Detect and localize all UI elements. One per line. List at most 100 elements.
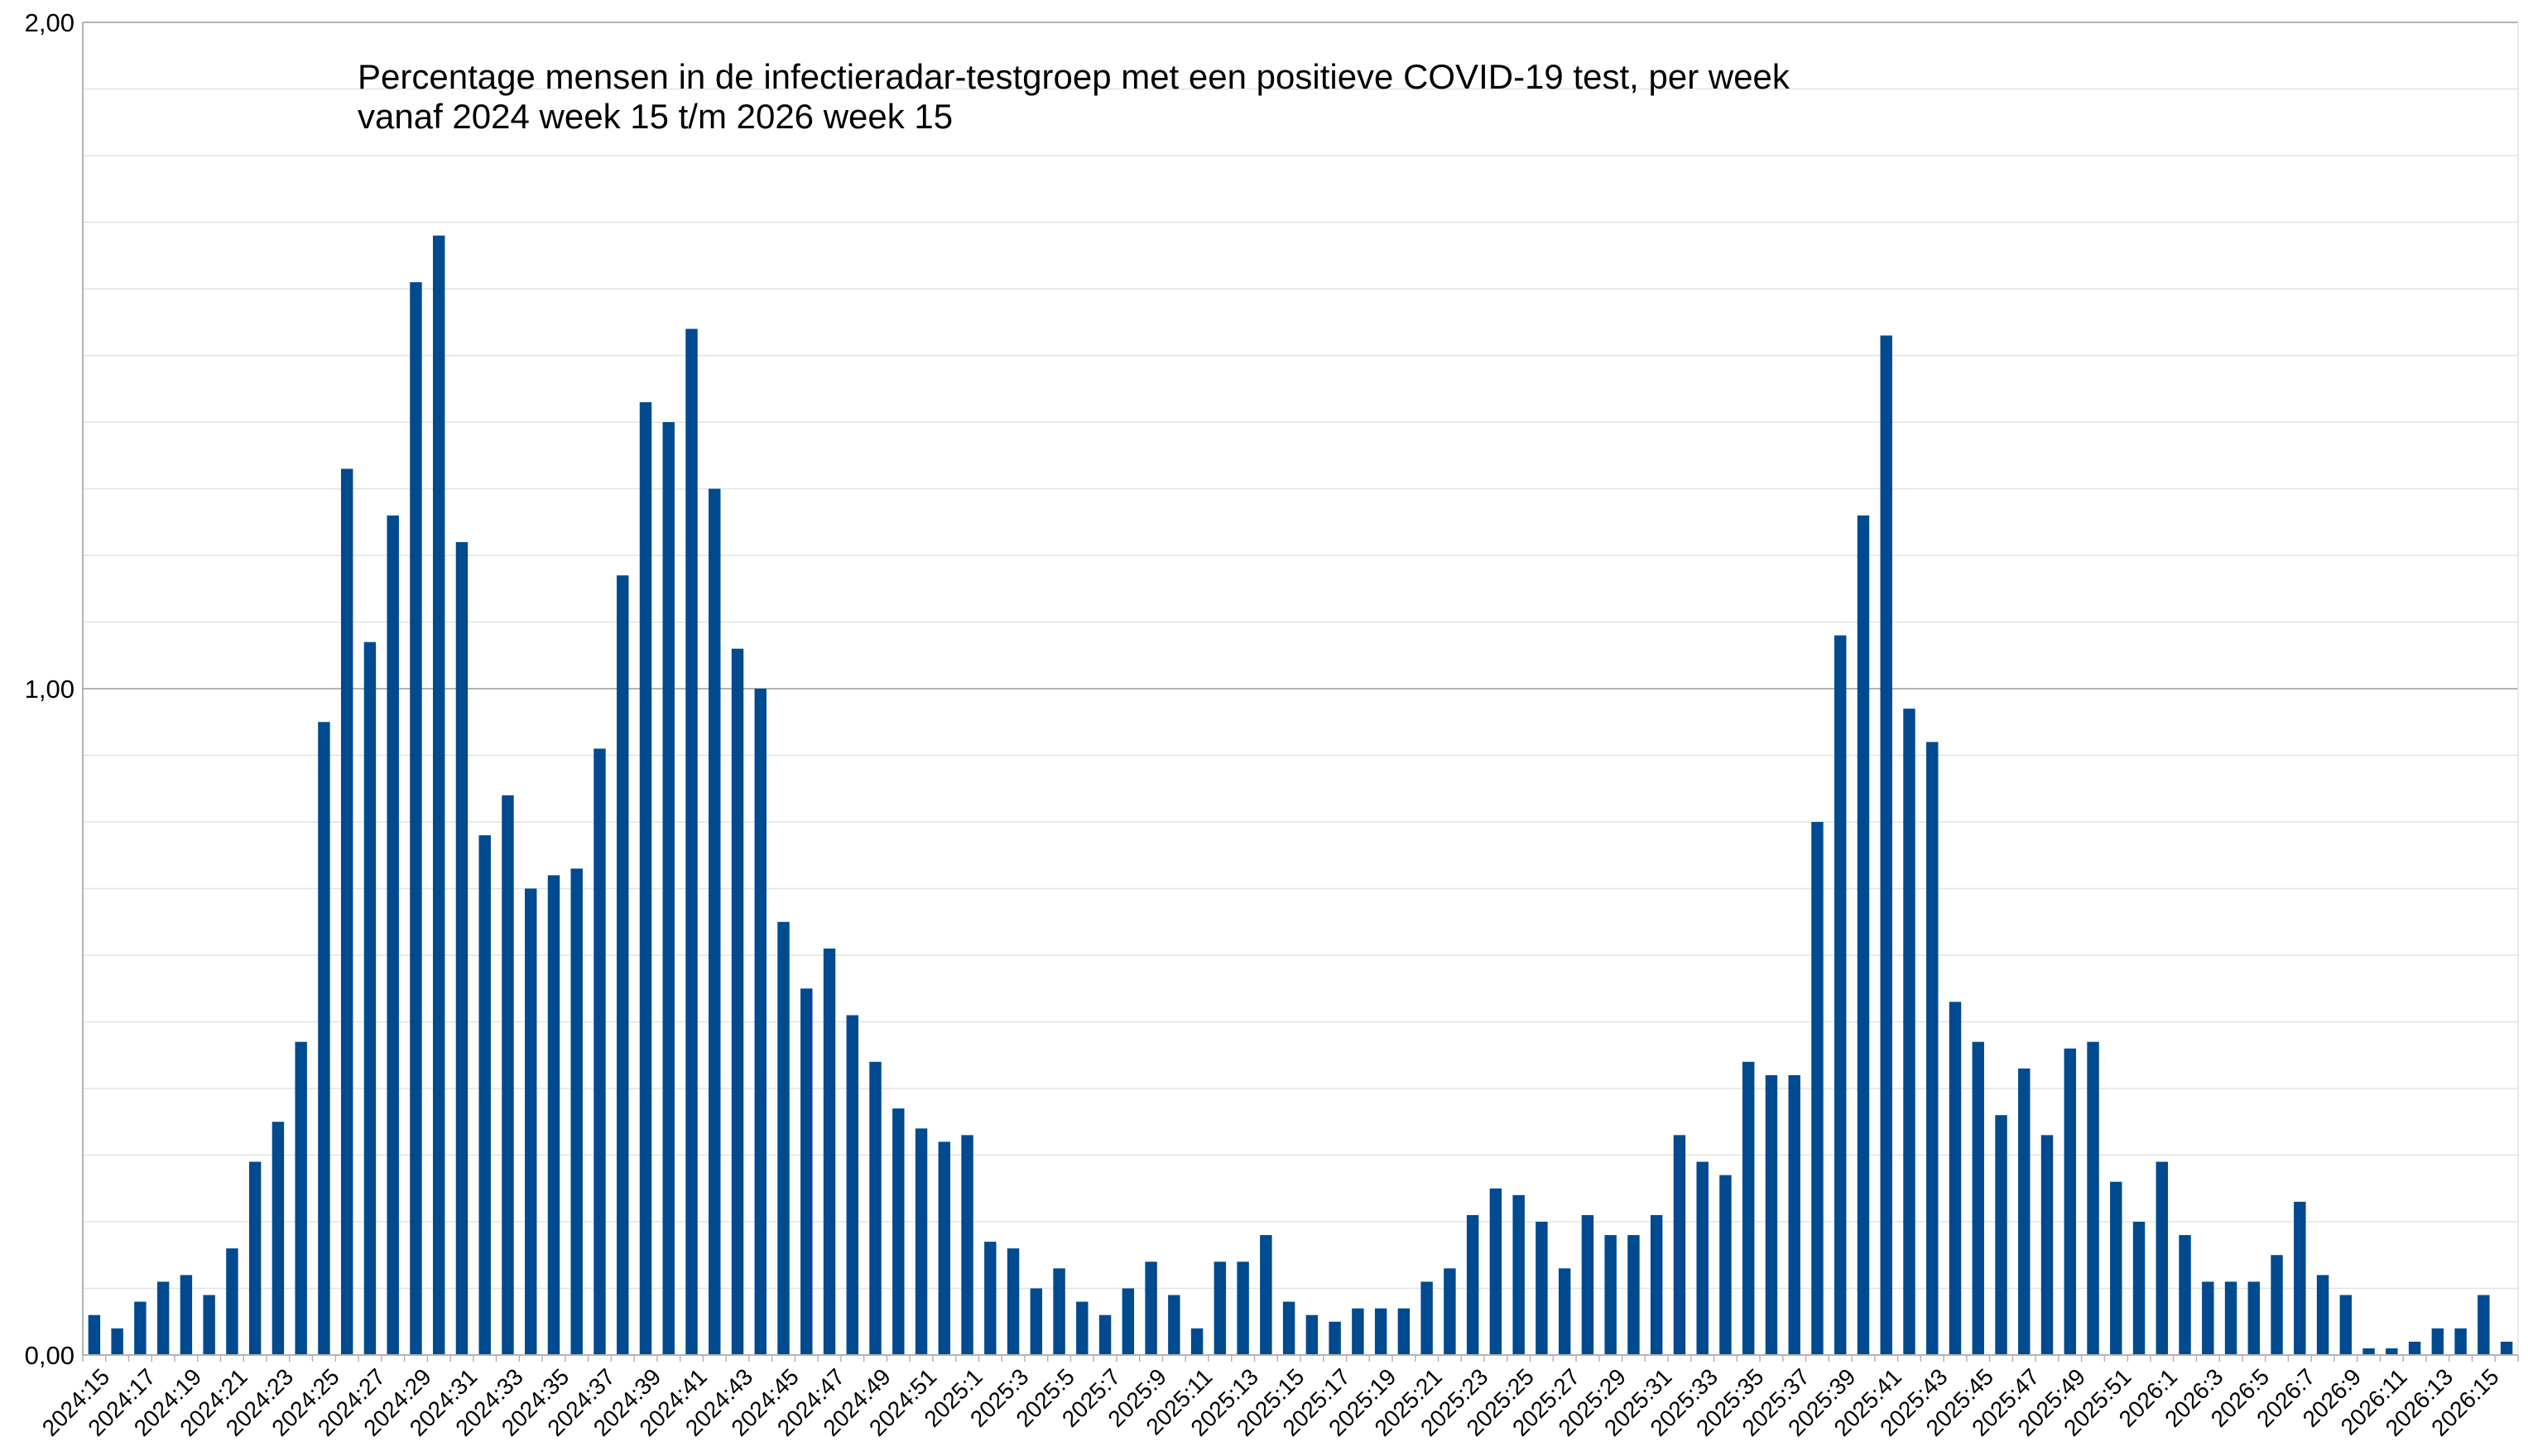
bar [1145, 1261, 1157, 1355]
bar [754, 689, 767, 1355]
bar [1650, 1214, 1663, 1355]
bar [846, 1015, 858, 1355]
bar [709, 488, 721, 1355]
bar [1168, 1295, 1180, 1355]
bar [1536, 1222, 1548, 1355]
bar-series [88, 235, 2513, 1356]
bar [1604, 1235, 1617, 1355]
bar [1076, 1301, 1089, 1355]
bar [547, 875, 560, 1355]
bar [1696, 1161, 1709, 1355]
bar [2018, 1068, 2031, 1355]
bar [2431, 1328, 2444, 1355]
bar [1214, 1261, 1227, 1355]
bar [938, 1141, 951, 1355]
bar [800, 988, 813, 1355]
bar [1444, 1268, 1456, 1355]
bar [777, 921, 790, 1355]
bar [111, 1328, 123, 1355]
bar [2500, 1341, 2513, 1355]
bar [1903, 709, 1915, 1355]
bar [1627, 1235, 1640, 1355]
bar [1811, 822, 1824, 1355]
bar [731, 648, 744, 1355]
bar [984, 1242, 997, 1355]
bar [1788, 1074, 1800, 1355]
bar [685, 329, 698, 1355]
bar [869, 1061, 882, 1355]
bar [2478, 1295, 2490, 1355]
bar [2224, 1281, 2237, 1355]
bar [134, 1301, 147, 1355]
bar [915, 1128, 928, 1355]
bar [594, 748, 606, 1355]
bar [2156, 1161, 2169, 1355]
bar [226, 1248, 238, 1355]
bar [2110, 1181, 2122, 1355]
chart-title: Percentage mensen in de infectieradar-te… [358, 57, 1790, 136]
bar [1030, 1288, 1043, 1355]
bar [410, 281, 422, 1356]
bar [1926, 742, 1939, 1355]
bar [1949, 1002, 1962, 1355]
bar [1053, 1268, 1065, 1355]
bar [1397, 1308, 1411, 1355]
bar [432, 235, 445, 1356]
bar [1765, 1074, 1778, 1355]
bar [662, 422, 675, 1355]
bar [2408, 1341, 2421, 1355]
chart-title-line-2: vanaf 2024 week 15 t/m 2026 week 15 [358, 97, 953, 136]
bar [88, 1314, 101, 1355]
bar [363, 642, 377, 1355]
bar [2040, 1135, 2054, 1355]
bar [387, 515, 399, 1355]
bar [2202, 1281, 2214, 1355]
bar [2247, 1281, 2261, 1355]
bar [2294, 1201, 2306, 1355]
bar [2386, 1348, 2398, 1355]
bar [318, 722, 330, 1355]
bar [570, 868, 583, 1355]
bar [1880, 335, 1892, 1356]
bar [1329, 1321, 1341, 1355]
bar [1742, 1061, 1755, 1355]
bar [180, 1275, 193, 1355]
y-axis-tick-labels: 0,00 1,00 2,00 [25, 8, 74, 1370]
bar [1857, 515, 1870, 1355]
bar [2271, 1255, 2283, 1355]
bar [2454, 1328, 2467, 1355]
bar [295, 1041, 307, 1355]
bar [1305, 1314, 1319, 1355]
bar [248, 1161, 262, 1355]
bar [1673, 1135, 1686, 1355]
bar [1352, 1308, 1364, 1355]
bar [2339, 1295, 2353, 1355]
bar [639, 401, 652, 1356]
bar [1374, 1308, 1387, 1355]
bar [892, 1108, 905, 1355]
bar [478, 835, 491, 1355]
bar [1834, 635, 1847, 1355]
bar [203, 1295, 215, 1355]
bar [823, 948, 836, 1355]
bar [1719, 1175, 1732, 1355]
bar [1558, 1268, 1571, 1355]
bar [1420, 1281, 1433, 1355]
bar [1007, 1248, 1020, 1355]
bar [2362, 1348, 2375, 1355]
bar [1098, 1314, 1112, 1355]
y-tick-label: 2,00 [25, 8, 74, 37]
y-tick-label: 0,00 [25, 1341, 74, 1370]
bar [617, 575, 629, 1355]
bar [961, 1135, 973, 1355]
bar [2132, 1222, 2146, 1355]
y-tick-label: 1,00 [25, 675, 74, 704]
bar [272, 1122, 285, 1355]
bar [1489, 1188, 1502, 1355]
bar [156, 1281, 170, 1355]
bar [340, 469, 353, 1355]
bar [2087, 1041, 2099, 1355]
bar [502, 795, 514, 1355]
bar [1466, 1214, 1479, 1355]
